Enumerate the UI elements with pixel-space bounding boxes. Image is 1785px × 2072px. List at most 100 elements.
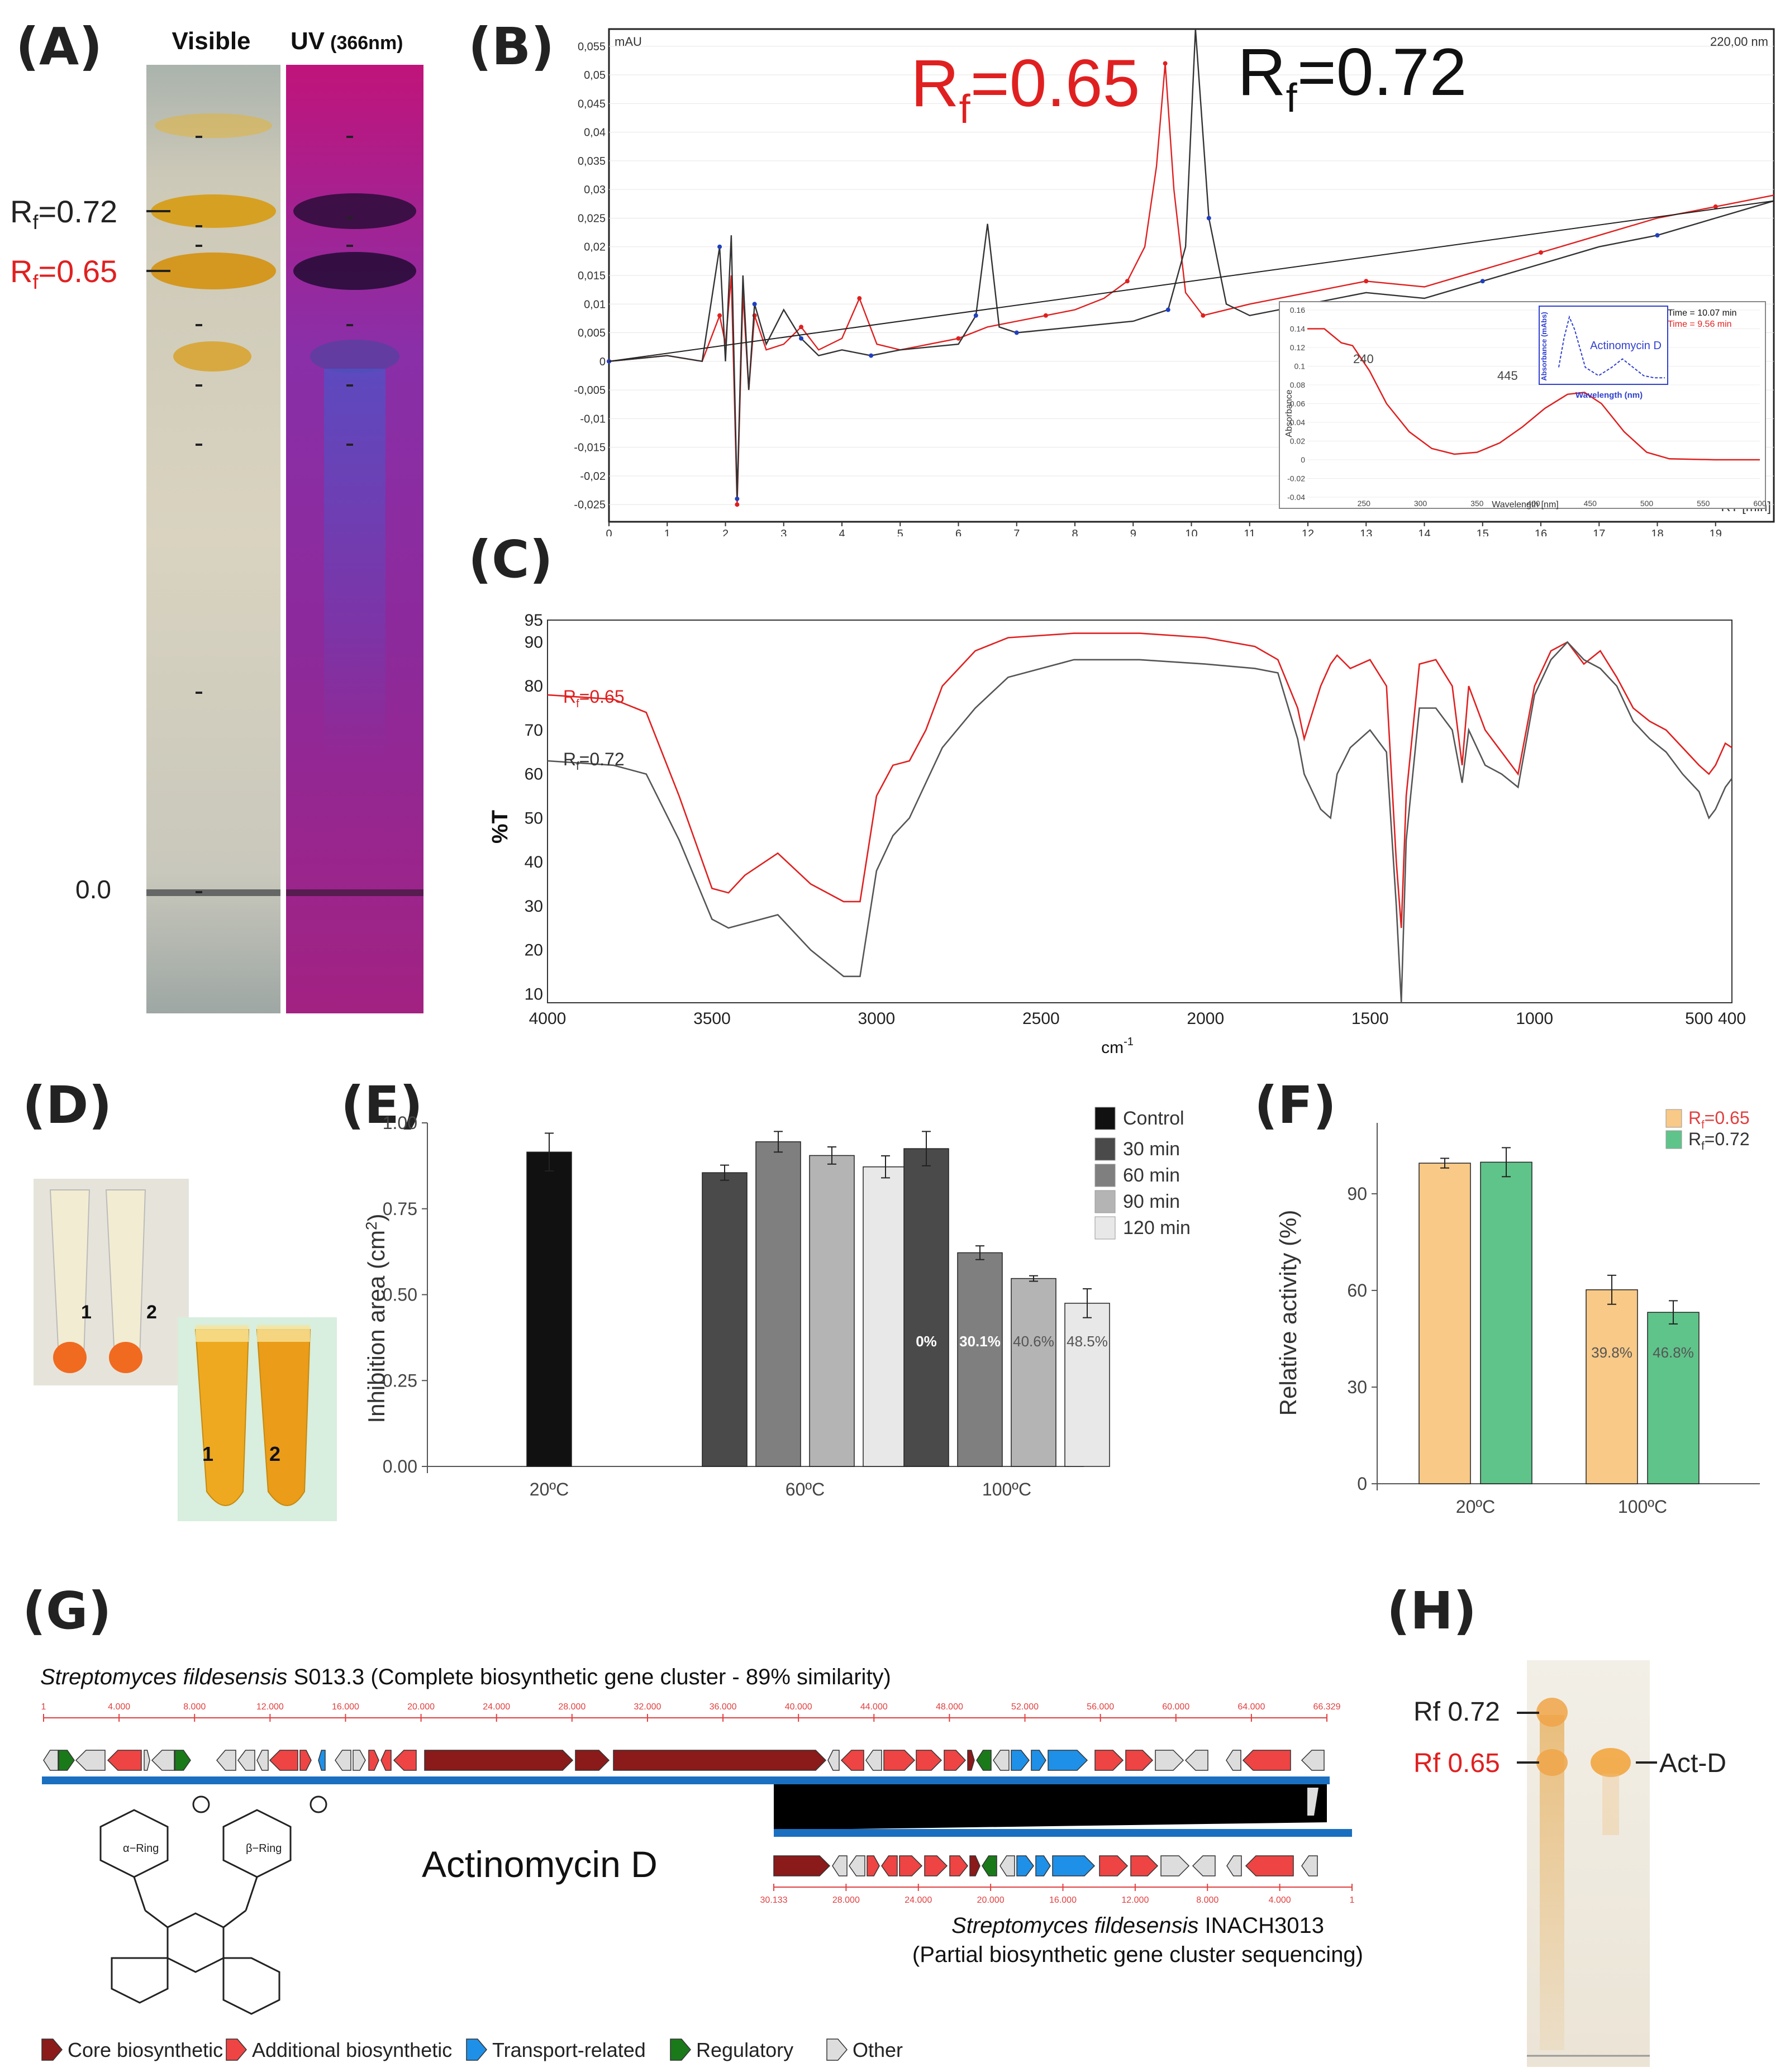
ftir-frame: [547, 620, 1732, 1003]
top-gene-arrow: [827, 1750, 840, 1771]
origin-label: 0.0: [75, 875, 111, 904]
rf-072-label: Rf=0.72: [10, 194, 117, 234]
ftir-legend-065: Rf=0.65: [563, 687, 625, 710]
activity-bar: [1647, 1312, 1700, 1484]
bottom-gene-arrow: [773, 1855, 831, 1876]
inset-y-tick: 0.12: [1290, 343, 1305, 352]
ftir-x-tick: 4000: [529, 1009, 567, 1028]
bottom-ruler-label: 24.000: [905, 1895, 932, 1905]
hplc-x-tick: 13: [1360, 528, 1372, 536]
top-gene-arrow: [216, 1750, 236, 1771]
inset-spectrum-red: [1307, 328, 1760, 461]
inhibition-legend-label: 120 min: [1123, 1217, 1191, 1239]
visible-band-top: [155, 113, 272, 138]
activity-legend-swatch: [1665, 1109, 1682, 1128]
top-gene-arrow: [993, 1750, 1010, 1771]
activity-bar: [1480, 1161, 1532, 1484]
inset-x-tick: 350: [1470, 499, 1484, 508]
activity-bar-label: 39.8%: [1591, 1344, 1632, 1361]
hplc-x-tick: 1: [664, 528, 670, 536]
tube-bottom-1-number: 1: [202, 1442, 213, 1465]
visible-band-065: [151, 253, 276, 289]
gene-legend-swatch: [826, 2038, 848, 2061]
hplc-peak-marker: [1655, 233, 1660, 238]
inset-x-tick: 450: [1584, 499, 1597, 508]
rf-065-label: Rf=0.65: [10, 254, 117, 293]
bottom-ruler-label: 28.000: [832, 1895, 860, 1905]
hplc-y-tick: 0: [599, 356, 606, 368]
top-gene-arrow: [1155, 1750, 1184, 1771]
top-gene-arrow: [1184, 1750, 1208, 1771]
hplc-baseline: [608, 200, 1774, 362]
hplc-peak-marker: [735, 496, 740, 501]
inhibition-bar: [809, 1155, 855, 1467]
bottom-gene-arrow: [1192, 1855, 1216, 1876]
uv-band-lower: [310, 340, 399, 373]
inhibition-y-tick: 0.00: [383, 1456, 417, 1476]
inhibition-x-tick: 100ºC: [982, 1479, 1031, 1499]
inhibition-bar-chart: 0.00 0.25 0.50 0.75 1.00 20ºC 60ºC 100ºC 0% 30.1…: [363, 1107, 1191, 1499]
inset-x-tick: 250: [1358, 499, 1371, 508]
inset-y-tick: 0.16: [1290, 306, 1305, 315]
hplc-rf-072-label: Rf=0.72: [1237, 35, 1467, 121]
bottom-gene-arrow: [1016, 1855, 1034, 1876]
activity-y-tick: 30: [1347, 1377, 1367, 1397]
hplc-peak-marker: [717, 313, 722, 318]
tube-top-2-number: 2: [146, 1302, 157, 1323]
top-gene-arrow: [393, 1750, 417, 1771]
inhibition-bar-label: 40.6%: [1013, 1333, 1054, 1350]
subinset-title: Actinomycin D: [1590, 340, 1662, 352]
ftir-y-tick: 40: [525, 853, 543, 871]
hplc-peak-marker: [752, 302, 757, 307]
bottom-gene-arrow: [1226, 1855, 1242, 1876]
bottom-ruler-label: 8.000: [1196, 1895, 1218, 1905]
subinset-x-label: Wavelength (nm): [1575, 390, 1643, 400]
top-gene-arrow: [1242, 1750, 1291, 1771]
hplc-y-tick: 0,015: [578, 270, 606, 282]
inhibition-bar: [1064, 1303, 1110, 1467]
ftir-y-tick: 30: [525, 897, 543, 916]
hplc-y-tick: 0,03: [584, 184, 606, 196]
ftir-y-tick: 60: [525, 765, 543, 784]
top-gene-arrow: [967, 1750, 975, 1771]
bottom-gene-arrow: [1245, 1855, 1294, 1876]
panel-label-g: (G): [22, 1581, 112, 1641]
uv-origin-line: [286, 889, 423, 896]
uv-band-065: [293, 252, 416, 290]
activity-y-tick: 0: [1357, 1474, 1367, 1494]
bottom-ruler-label: 30.133: [760, 1895, 788, 1905]
bottom-gene-arrow: [949, 1855, 968, 1876]
inset-x-tick: 400: [1527, 499, 1540, 508]
top-ruler-label: 36.000: [710, 1702, 737, 1712]
top-gene-arrow: [1094, 1750, 1124, 1771]
bottom-gene-arrow: [867, 1855, 880, 1876]
uv-band-072: [293, 193, 416, 229]
ftir-series-rf072: [547, 641, 1733, 1003]
panel-label-c: (C): [468, 530, 553, 589]
inset-y-tick: 0: [1301, 455, 1305, 464]
inhibition-legend-swatch: [1094, 1216, 1116, 1240]
tube-bottom-2-number: 2: [269, 1442, 280, 1465]
hplc-y-tick: 0,005: [578, 327, 606, 340]
hplc-peak-marker: [1163, 61, 1168, 66]
top-ruler-label: 48.000: [936, 1702, 963, 1712]
hplc-peak-marker: [799, 325, 804, 330]
cluster-title: Streptomyces fildesensis S013.3 (Complet…: [40, 1665, 891, 1689]
top-gene-arrow: [976, 1750, 992, 1771]
ftir-x-label: cm-1: [1101, 1036, 1134, 1057]
inset-x-tick: 600: [1753, 499, 1767, 508]
panel-d-tubes: 1 2 1 2: [34, 1179, 337, 1521]
visible-band-072: [151, 194, 276, 228]
gene-legend-label: Other: [853, 2038, 903, 2061]
inhibition-legend-swatch: [1094, 1107, 1116, 1130]
bottom-gene-arrow: [999, 1855, 1015, 1876]
ftir-x-tick: 400: [1718, 1009, 1746, 1028]
top-ruler-label: 28.000: [558, 1702, 586, 1712]
inhibition-bar: [957, 1252, 1003, 1467]
top-gene-arrow: [424, 1750, 574, 1771]
inhibition-legend-label: 60 min: [1123, 1165, 1180, 1186]
synteny-highlight: [1307, 1788, 1318, 1816]
top-gene-arrow: [144, 1750, 150, 1771]
hplc-peak-marker: [1125, 279, 1130, 284]
hplc-x-tick: 7: [1013, 528, 1020, 536]
